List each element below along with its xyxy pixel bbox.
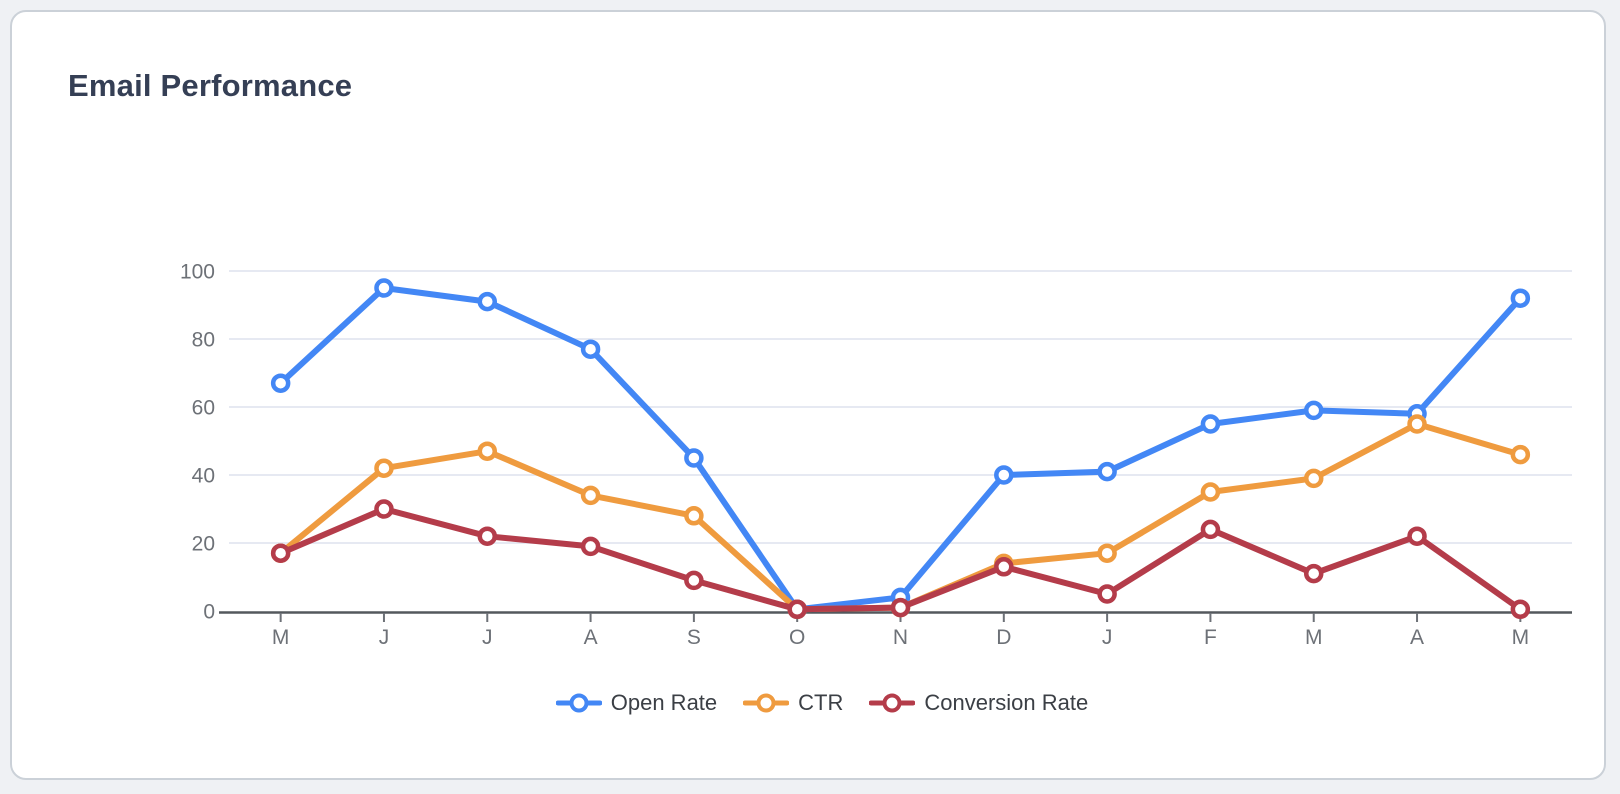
- ctr-legend-marker-icon: [743, 693, 790, 713]
- svg-text:D: D: [996, 626, 1011, 649]
- svg-text:A: A: [584, 626, 598, 649]
- legend-item-open-rate[interactable]: Open Rate: [555, 690, 718, 716]
- svg-text:M: M: [272, 626, 290, 649]
- legend-item-ctr[interactable]: CTR: [743, 690, 843, 716]
- conversion-rate-legend-marker-icon: [869, 693, 916, 713]
- svg-text:60: 60: [192, 397, 215, 420]
- svg-text:40: 40: [192, 465, 215, 488]
- svg-text:20: 20: [192, 533, 215, 556]
- svg-text:0: 0: [203, 601, 215, 624]
- svg-text:80: 80: [192, 329, 215, 352]
- email-performance-card: Email Performance 0 20 40 60 80 100 M J J A S O N D J F…: [10, 10, 1606, 780]
- svg-text:J: J: [482, 626, 493, 649]
- chart-legend: Open Rate CTR Conversion Rate: [12, 690, 1620, 716]
- line-chart-canvas: 0 20 40 60 80 100 M J J A S O N D J F M A M: [180, 261, 1572, 649]
- svg-text:F: F: [1204, 626, 1217, 649]
- svg-text:M: M: [1305, 626, 1323, 649]
- svg-text:J: J: [379, 626, 390, 649]
- open-rate-legend-marker-icon: [555, 693, 602, 713]
- svg-text:J: J: [1102, 626, 1113, 649]
- legend-item-conversion-rate[interactable]: Conversion Rate: [869, 690, 1088, 716]
- svg-text:O: O: [789, 626, 805, 649]
- legend-label: Open Rate: [610, 690, 718, 715]
- svg-text:A: A: [1410, 626, 1424, 649]
- chart-title: Email Performance: [68, 68, 353, 103]
- svg-text:M: M: [1512, 626, 1530, 649]
- svg-text:100: 100: [180, 261, 215, 284]
- legend-label: CTR: [798, 690, 844, 715]
- svg-text:S: S: [687, 626, 701, 649]
- svg-text:N: N: [893, 626, 908, 649]
- legend-label: Conversion Rate: [924, 690, 1089, 715]
